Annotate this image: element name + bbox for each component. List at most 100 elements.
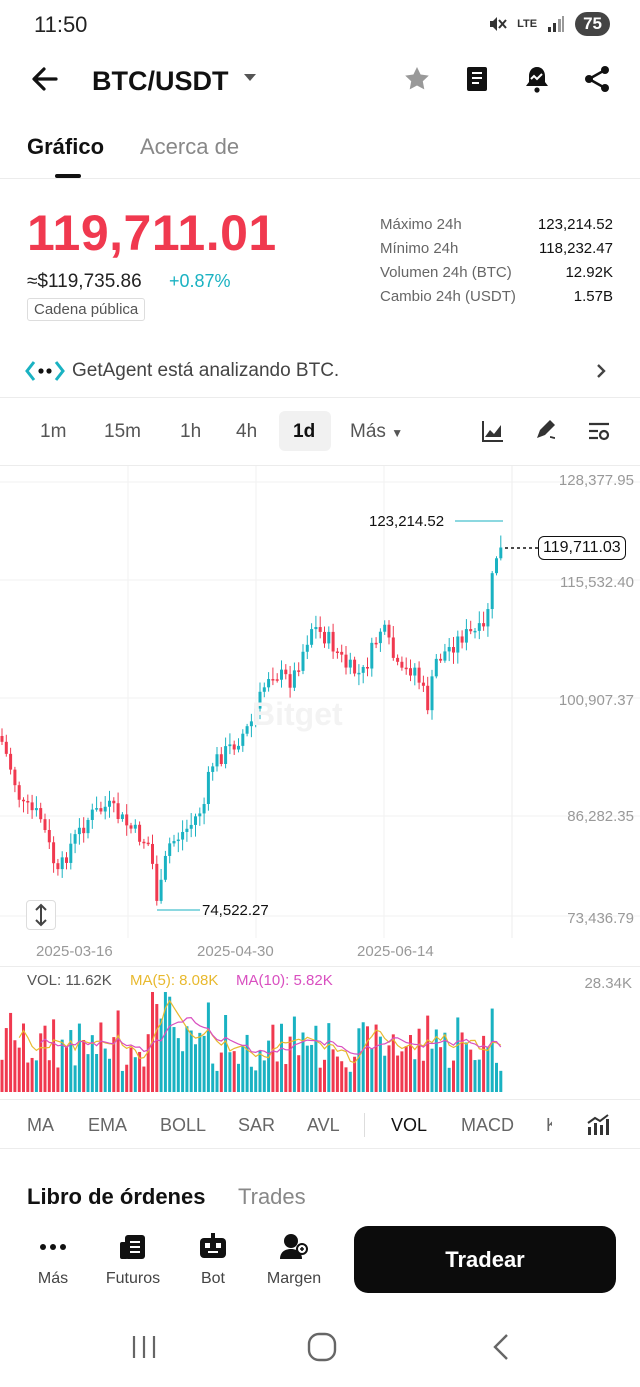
nav-futures-label[interactable]: Futuros [105,1270,161,1287]
candle-body [456,636,460,653]
candle-body [194,816,197,825]
volume-bar [176,1038,180,1092]
candle-body [9,753,13,770]
indicator-sar[interactable]: SAR [238,1115,276,1135]
candle-body [469,629,473,632]
volume-bar [95,1054,99,1092]
volume-bar [185,1026,189,1092]
recent-apps-icon[interactable] [127,1330,161,1364]
signal-icon [548,16,565,32]
candle-body [297,670,301,672]
volume-chart[interactable] [0,990,640,1092]
volume-bar [413,1059,417,1092]
indicator-k[interactable]: K [546,1115,552,1136]
chart-settings-icon[interactable] [586,418,612,444]
notes-book-icon[interactable] [462,64,492,94]
volume-bar [409,1035,412,1092]
indicator-boll[interactable]: BOLL [160,1115,207,1135]
tab-orderbook[interactable]: Libro de órdenes [27,1184,206,1209]
indicator-ma[interactable]: MA [27,1115,54,1135]
candle-body [421,682,425,686]
candle-body [86,819,90,834]
volume-bar [443,1032,447,1092]
chain-badge[interactable]: Cadena pública [27,298,146,321]
vol-ma5-line [18,999,502,1064]
candle-body [404,667,408,670]
timeframe-1d[interactable]: 1d [293,421,316,442]
candle-body [271,679,275,681]
candle-body [357,672,361,675]
price-alert-bell-icon[interactable] [522,64,552,94]
candle-body [0,736,4,742]
drawing-tools-icon[interactable] [533,418,559,444]
nav-more-label[interactable]: Más [37,1270,69,1287]
getagent-status[interactable]: GetAgent está analizando BTC. [72,360,340,381]
candle-body [172,841,176,844]
vol-max-tick: 28.34K [584,975,632,992]
volume-bar [258,1050,262,1092]
pair-dropdown-icon[interactable] [244,74,256,81]
candle-body [245,726,249,734]
trade-button[interactable]: Tradear [354,1226,616,1293]
indicator-macd[interactable]: MACD [461,1115,514,1135]
volume-bar [254,1070,258,1092]
volume-bar [421,1060,425,1092]
favorite-star-icon[interactable] [402,64,432,94]
candle-body [314,627,318,630]
candle-body [327,631,331,644]
y-tick-4: 86,282.35 [567,808,634,825]
indicator-avl[interactable]: AVL [307,1115,340,1135]
timeframe-1h[interactable]: 1h [180,421,202,442]
stat-turnover-label: Cambio 24h (USDT) [380,288,516,305]
candle-body [439,658,443,661]
candle-body [310,629,314,645]
back-arrow-icon[interactable] [28,62,62,96]
candle-body [323,631,326,644]
tab-about[interactable]: Acerca de [140,134,240,159]
candle-body [374,642,378,645]
futures-icon[interactable] [117,1232,149,1262]
volume-bar [447,1067,451,1092]
volume-bar [344,1067,348,1092]
volume-bar [284,1064,288,1092]
indicator-ema[interactable]: EMA [88,1115,128,1135]
margin-icon[interactable] [277,1232,309,1262]
chart-fit-button[interactable] [26,900,56,930]
timeframe-more-label: Más [350,421,386,442]
candle-body [224,746,228,764]
volume-bar [17,1047,21,1092]
more-dots-icon[interactable] [37,1232,69,1262]
indicator-settings-icon[interactable] [586,1113,610,1137]
share-icon[interactable] [582,64,612,94]
candle-body [22,799,25,802]
candle-body [95,808,99,810]
candle-body [477,623,481,631]
volume-bar [245,1034,249,1092]
nav-bot-label[interactable]: Bot [200,1270,225,1287]
candle-body [495,558,498,574]
tab-trades[interactable]: Trades [238,1184,306,1209]
timeframe-15m[interactable]: 15m [104,421,141,442]
candle-body [417,667,421,683]
chart-type-icon[interactable] [480,418,506,444]
chevron-right-icon[interactable] [594,362,608,380]
volume-bar [348,1071,352,1092]
candlestick-chart[interactable] [0,466,640,938]
bot-icon[interactable] [197,1232,229,1262]
timeframe-more[interactable]: Más ▼ [350,421,403,443]
timeframe-4h[interactable]: 4h [236,421,258,442]
system-back-icon[interactable] [485,1330,519,1364]
indicator-vol[interactable]: VOL [391,1115,428,1135]
volume-bar [391,1034,395,1092]
home-icon[interactable] [305,1330,339,1364]
volume-bar [86,1054,90,1092]
volume-bar [202,1035,206,1092]
nav-margin-label[interactable]: Margen [266,1270,322,1287]
tab-chart[interactable]: Gráfico [27,134,105,159]
volume-bar [361,1022,365,1092]
pair-title[interactable]: BTC/USDT [92,66,229,96]
timeframe-1m[interactable]: 1m [40,421,67,442]
candle-body [112,800,116,804]
volume-bar [90,1035,94,1092]
candle-body [340,651,344,655]
